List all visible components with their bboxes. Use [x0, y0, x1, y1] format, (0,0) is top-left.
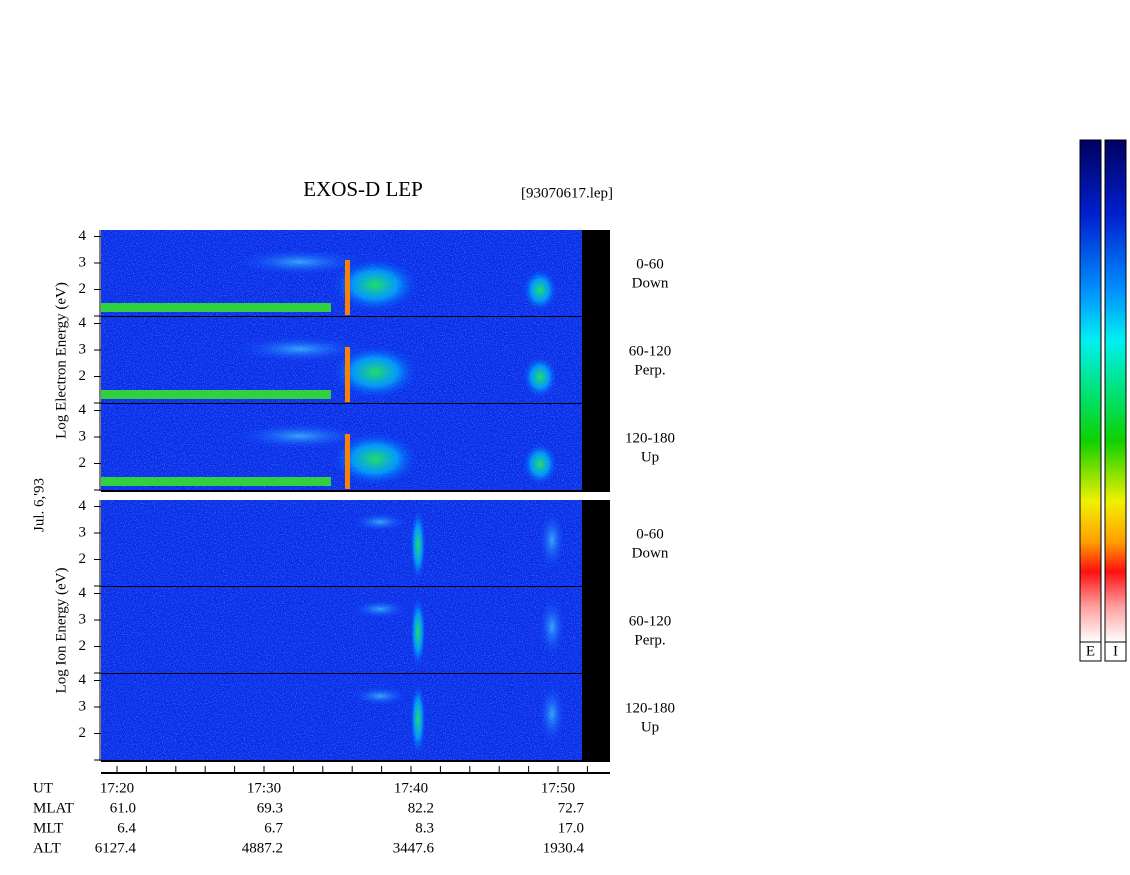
orbit-value: 17.0 [558, 820, 584, 836]
glow [538, 508, 566, 572]
glow [522, 442, 558, 486]
orbit-value: 4887.2 [242, 840, 283, 856]
glow [410, 681, 426, 757]
spectrogram-noise [101, 674, 582, 761]
y-axis-label: Log Ion Energy (eV) [53, 568, 69, 694]
direction-label: Up [641, 719, 659, 735]
orbit-value: 69.3 [257, 800, 283, 816]
colorbar [1079, 139, 1102, 643]
row-label: MLT [33, 820, 63, 836]
black-strip [582, 404, 610, 491]
direction-label: Down [632, 275, 669, 291]
direction-label: Down [632, 545, 669, 561]
y-tick-label: 2 [79, 725, 87, 741]
orbit-value: 6.7 [264, 820, 283, 836]
colorbar-label-box [1079, 641, 1102, 662]
orbit-value: 6.4 [117, 820, 136, 836]
y-tick-label: 3 [79, 524, 87, 540]
glow [230, 248, 370, 276]
y-tick-label: 2 [79, 455, 87, 471]
glow [522, 268, 558, 312]
glow [538, 682, 566, 746]
direction-label: Perp. [634, 632, 665, 648]
time-label: 17:30 [247, 780, 281, 796]
y-tick-label: 2 [79, 551, 87, 567]
orbit-value: 8.3 [415, 820, 434, 836]
y-tick-label: 4 [79, 228, 87, 244]
orbit-value: 1930.4 [543, 840, 585, 856]
colorbar [1104, 139, 1127, 643]
y-tick-label: 4 [79, 402, 87, 418]
y-tick-label: 3 [79, 428, 87, 444]
angle-label: 0-60 [636, 256, 664, 272]
glow [330, 257, 420, 313]
glow [522, 355, 558, 399]
glow [230, 422, 370, 450]
glow [330, 344, 420, 400]
glow [350, 512, 410, 532]
date: Jul. 6,'93 [31, 478, 47, 532]
y-tick-label: 4 [79, 585, 87, 601]
band [101, 303, 331, 312]
direction-label: Perp. [634, 362, 665, 378]
angle-label: 0-60 [636, 526, 664, 542]
spectrogram-noise [101, 500, 582, 587]
black-strip [582, 587, 610, 674]
glow [538, 595, 566, 659]
black-strip [582, 317, 610, 404]
y-tick-label: 4 [79, 315, 87, 331]
y-tick-label: 3 [79, 698, 87, 714]
angle-label: 120-180 [625, 700, 675, 716]
time-label: 17:20 [100, 780, 134, 796]
band [345, 260, 350, 315]
y-axis-label: Log Electron Energy (eV) [53, 282, 69, 439]
glow [330, 431, 420, 487]
orbit-value: 61.0 [110, 800, 136, 816]
row-label: MLAT [33, 800, 74, 816]
y-tick-label: 3 [79, 254, 87, 270]
y-tick-label: 2 [79, 281, 87, 297]
band [101, 477, 331, 486]
orbit-value: 82.2 [408, 800, 434, 816]
orbit-value: 6127.4 [95, 840, 137, 856]
glow [350, 686, 410, 706]
colorbar-label: E [1086, 643, 1095, 659]
y-tick-label: 2 [79, 368, 87, 384]
spectrogram-noise [101, 587, 582, 674]
black-strip [582, 500, 610, 587]
time-label: 17:50 [541, 780, 575, 796]
orbit-value: 3447.6 [393, 840, 435, 856]
glow [350, 599, 410, 619]
y-tick-label: 4 [79, 498, 87, 514]
glow [410, 507, 426, 583]
band [345, 434, 350, 489]
row-label: UT [33, 780, 53, 796]
band [345, 347, 350, 402]
y-tick-label: 4 [79, 672, 87, 688]
orbit-value: 72.7 [558, 800, 585, 816]
y-tick-label: 3 [79, 611, 87, 627]
colorbar-label-box [1104, 641, 1127, 662]
time-label: 17:40 [394, 780, 428, 796]
glow [410, 594, 426, 670]
y-tick-label: 2 [79, 638, 87, 654]
angle-label: 60-120 [629, 613, 672, 629]
glow [230, 335, 370, 363]
angle-label: 60-120 [629, 343, 672, 359]
y-tick-label: 3 [79, 341, 87, 357]
title: EXOS-D LEP [303, 177, 423, 201]
black-strip [582, 230, 610, 317]
band [101, 390, 331, 399]
black-strip [582, 674, 610, 761]
angle-label: 120-180 [625, 430, 675, 446]
row-label: ALT [33, 840, 61, 856]
file-name: [93070617.lep] [521, 185, 613, 201]
colorbar-label: I [1113, 643, 1118, 659]
direction-label: Up [641, 449, 659, 465]
